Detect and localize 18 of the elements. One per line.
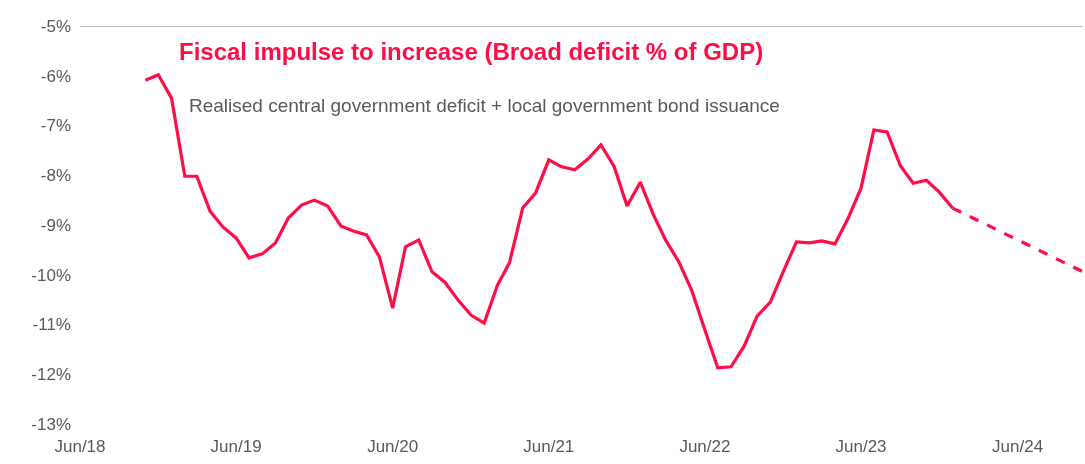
y-tick-label: -6% [40, 66, 71, 86]
x-tick-label: Jun/19 [210, 437, 262, 456]
x-tick-label: Jun/22 [679, 437, 731, 456]
x-tick-label: Jun/24 [992, 437, 1044, 456]
x-tick-label: Jun/21 [523, 437, 575, 456]
y-tick-label: -9% [40, 215, 71, 235]
x-tick-label: Jun/18 [54, 437, 106, 456]
y-tick-label: -12% [31, 365, 71, 385]
x-tick-label: Jun/20 [367, 437, 419, 456]
y-tick-label: -7% [40, 116, 71, 136]
y-tick-label: -11% [32, 315, 71, 335]
text: Realised central government deficit + local government bond issuance [189, 95, 780, 116]
y-tick-label: -8% [40, 166, 71, 186]
y-tick-label: -10% [31, 265, 71, 285]
y-tick-label: -13% [31, 414, 71, 434]
x-tick-label: Jun/23 [835, 437, 887, 456]
text: Fiscal impulse to increase (Broad deficit % of GDP) [179, 38, 764, 65]
y-tick-label: -5% [40, 16, 71, 36]
